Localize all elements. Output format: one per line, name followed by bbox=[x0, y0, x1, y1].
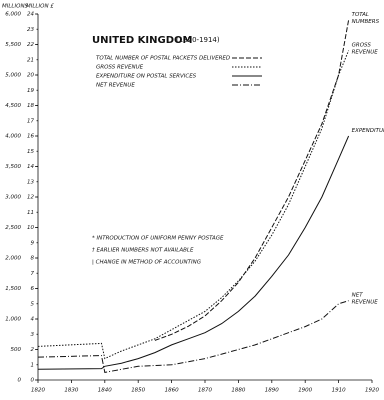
annotation: | CHANGE IN METHOD OF ACCOUNTING bbox=[92, 260, 201, 266]
line-end-label: GROSS REVENUE bbox=[352, 42, 379, 55]
y2-tick-label: 1 bbox=[31, 362, 35, 368]
y2-tick-label: 3 bbox=[31, 332, 35, 338]
annotation: † EARLIER NUMBERS NOT AVAILABLE bbox=[92, 248, 194, 254]
line-end-label: NET REVENUE bbox=[352, 292, 379, 305]
legend-label: TOTAL NUMBER OF POSTAL PACKETS DELIVERED bbox=[96, 56, 230, 62]
y2-tick-label: 16 bbox=[27, 134, 34, 140]
y2-tick-label: 7 bbox=[31, 271, 35, 277]
x-tick-label: 1910 bbox=[332, 388, 346, 394]
annotation: * INTRODUCTION OF UNIFORM PENNY POSTAGE bbox=[92, 236, 224, 242]
chart-title: UNITED KINGDOM bbox=[92, 35, 192, 46]
y2-tick-label: 12 bbox=[27, 195, 34, 201]
y2-tick-label: 5 bbox=[31, 301, 35, 307]
line-end-label: TOTAL NUMBERS bbox=[352, 12, 380, 25]
x-tick-label: 1920 bbox=[365, 388, 379, 394]
y2-tick-label: 4 bbox=[31, 317, 35, 323]
y2-tick-label: 0 bbox=[31, 378, 35, 384]
y2-tick-label: 22 bbox=[27, 42, 34, 48]
legend-label: EXPENDITURE ON POSTAL SERVICES bbox=[96, 74, 197, 80]
x-tick-label: 1820 bbox=[31, 388, 45, 394]
y-tick-label: 2,500 bbox=[5, 225, 21, 231]
x-tick-label: 1840 bbox=[98, 388, 112, 394]
legend-label: GROSS REVENUE bbox=[96, 65, 144, 71]
x-tick-label: 1890 bbox=[265, 388, 279, 394]
x-tick-label: 1830 bbox=[64, 388, 78, 394]
y-tick-label: 5,500 bbox=[5, 42, 21, 48]
y-tick-label: 3,000 bbox=[5, 195, 21, 201]
y2-tick-label: 14 bbox=[27, 164, 34, 170]
y2-axis-label: MILLION £ bbox=[26, 4, 54, 10]
y2-tick-label: 24 bbox=[27, 12, 34, 18]
y-tick-label: 4,000 bbox=[5, 134, 21, 140]
y2-tick-label: 13 bbox=[27, 179, 34, 185]
series-line bbox=[37, 135, 350, 370]
y2-tick-label: 15 bbox=[27, 149, 34, 155]
y-tick-label: 500 bbox=[11, 347, 22, 353]
series-line bbox=[37, 50, 350, 360]
chart-subtitle: (1820-1914) bbox=[176, 36, 220, 44]
y-tick-label: 1,000 bbox=[5, 317, 21, 323]
x-tick-label: 1860 bbox=[165, 388, 179, 394]
y2-tick-label: 9 bbox=[31, 240, 35, 246]
y-tick-label: 2,000 bbox=[5, 256, 21, 262]
legend-label: NET REVENUE bbox=[96, 83, 135, 89]
y2-tick-label: 17 bbox=[27, 118, 34, 124]
y-axis-label: MILLIONS bbox=[2, 4, 29, 10]
y2-tick-label: 11 bbox=[27, 210, 34, 216]
x-tick-label: 1880 bbox=[231, 388, 245, 394]
series-line bbox=[154, 20, 350, 341]
y2-tick-label: 21 bbox=[27, 57, 34, 63]
x-tick-label: 1870 bbox=[198, 388, 212, 394]
y-tick-label: 4,500 bbox=[5, 103, 21, 109]
y2-tick-label: 23 bbox=[27, 27, 34, 33]
y2-tick-label: 6 bbox=[31, 286, 35, 292]
y-tick-label: 0 bbox=[18, 378, 22, 384]
line-end-label: EXPENDITURE bbox=[352, 128, 384, 134]
y2-tick-label: 19 bbox=[27, 88, 34, 94]
y2-tick-label: 18 bbox=[27, 103, 34, 109]
x-tick-label: 1900 bbox=[298, 388, 312, 394]
y2-tick-label: 2 bbox=[31, 347, 35, 353]
y-tick-label: 5,000 bbox=[5, 73, 21, 79]
x-tick-label: 1850 bbox=[131, 388, 145, 394]
y-tick-label: 3,500 bbox=[5, 164, 21, 170]
y2-tick-label: 10 bbox=[27, 225, 34, 231]
series-line bbox=[37, 300, 349, 373]
y-tick-label: 1,500 bbox=[5, 286, 21, 292]
y-tick-label: 6,000 bbox=[5, 12, 21, 18]
y2-tick-label: 20 bbox=[27, 73, 34, 79]
y2-tick-label: 8 bbox=[31, 256, 35, 262]
